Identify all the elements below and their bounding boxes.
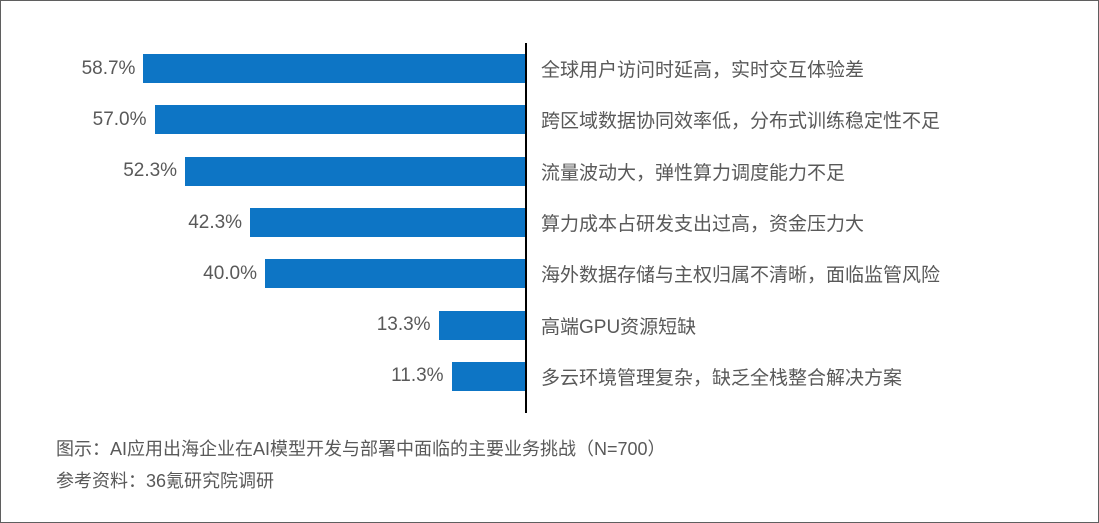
bar (154, 105, 525, 135)
bar-value-zone: 58.7% (1, 54, 525, 84)
value-label: 52.3% (123, 160, 178, 182)
value-label: 13.3% (376, 314, 431, 336)
bar-row: 42.3% 算力成本占研发支出过高，资金压力大 (1, 197, 1098, 248)
bar (265, 259, 525, 289)
category-label: 高端GPU资源短缺 (541, 316, 697, 338)
bar-row: 52.3% 流量波动大，弹性算力调度能力不足 (1, 146, 1098, 197)
category-label: 全球用户访问时延高，实时交互体验差 (541, 60, 865, 82)
bar-row: 11.3% 多云环境管理复杂，缺乏全栈整合解决方案 (1, 351, 1098, 402)
axis-baseline (525, 43, 527, 413)
bar-value-zone: 11.3% (1, 361, 525, 391)
bar-row: 13.3% 高端GPU资源短缺 (1, 299, 1098, 350)
bar (185, 156, 525, 186)
category-label: 算力成本占研发支出过高，资金压力大 (541, 214, 865, 236)
bar (438, 310, 525, 340)
bar-row: 58.7% 全球用户访问时延高，实时交互体验差 (1, 43, 1098, 94)
category-label: 海外数据存储与主权归属不清晰，面临监管风险 (541, 265, 941, 287)
value-label: 57.0% (92, 108, 147, 130)
value-label: 40.0% (203, 262, 257, 284)
chart-caption: 图示：AI应用出海企业在AI模型开发与部署中面临的主要业务挑战（N=700） (56, 439, 666, 459)
bar-value-zone: 57.0% (1, 105, 525, 135)
bar-chart: 58.7% 全球用户访问时延高，实时交互体验差 57.0% 跨区域数据协同效率低，分布… (1, 1, 1098, 421)
value-label: 42.3% (188, 211, 243, 233)
bar-value-zone: 40.0% (1, 259, 525, 289)
bar (250, 208, 525, 238)
bar-row: 57.0% 跨区域数据协同效率低，分布式训练稳定性不足 (1, 94, 1098, 145)
bar-value-zone: 52.3% (1, 156, 525, 186)
bar-value-zone: 13.3% (1, 310, 525, 340)
bar (451, 361, 525, 391)
chart-source: 参考资料：36氪研究院调研 (56, 471, 275, 491)
category-label: 跨区域数据协同效率低，分布式训练稳定性不足 (541, 111, 941, 133)
bar (143, 54, 525, 84)
category-label: 流量波动大，弹性算力调度能力不足 (541, 162, 846, 184)
bar-value-zone: 42.3% (1, 208, 525, 238)
caption-block: 图示：AI应用出海企业在AI模型开发与部署中面临的主要业务挑战（N=700） 参… (56, 433, 666, 497)
bar-row: 40.0% 海外数据存储与主权归属不清晰，面临监管风险 (1, 248, 1098, 299)
bar-rows: 58.7% 全球用户访问时延高，实时交互体验差 57.0% 跨区域数据协同效率低，分布… (1, 43, 1098, 402)
value-label: 58.7% (81, 57, 136, 79)
category-label: 多云环境管理复杂，缺乏全栈整合解决方案 (541, 367, 903, 389)
value-label: 11.3% (391, 365, 444, 387)
